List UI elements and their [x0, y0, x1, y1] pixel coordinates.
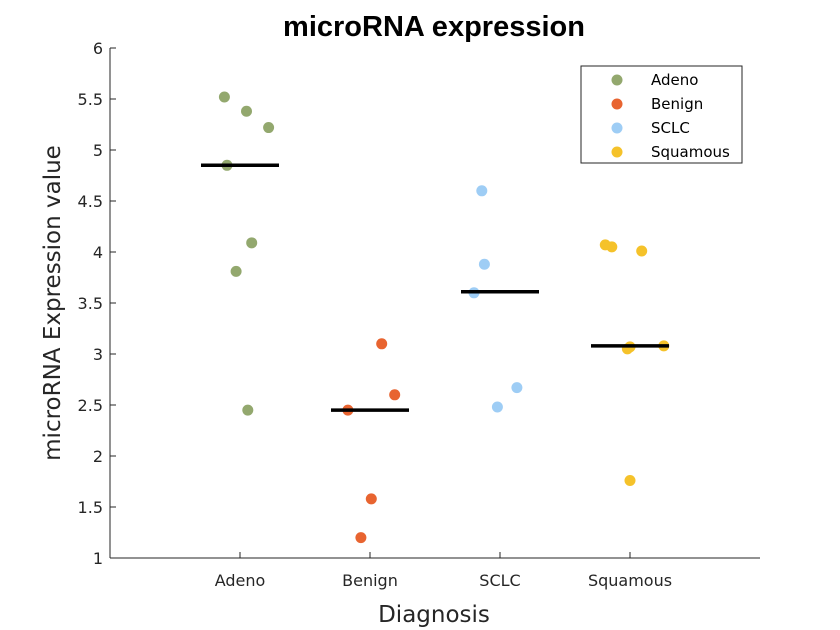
y-tick-label: 3.5: [78, 294, 103, 313]
y-tick-label: 2.5: [78, 396, 103, 415]
legend-marker: [611, 146, 623, 158]
legend-entry-label: SCLC: [651, 119, 690, 137]
x-tick-label: Adeno: [215, 571, 266, 590]
y-tick-label: 3: [93, 345, 103, 364]
ticks: 1 1.5 2 2.5 3 3.5 4 4.5 5 5.5 6 Adeno Benign SCLC Squa…: [78, 39, 673, 590]
legend-entry-label: Adeno: [651, 71, 698, 89]
legend: Adeno Benign SCLC Squamous: [580, 65, 743, 164]
data-point: [376, 338, 388, 350]
chart-title: microRNA expression: [283, 11, 585, 43]
data-point: [355, 532, 367, 544]
median-lines: [201, 163, 669, 412]
x-axis-label: Diagnosis: [378, 602, 490, 628]
x-tick-label: Squamous: [588, 571, 672, 590]
data-point: [636, 245, 648, 257]
legend-marker: [611, 98, 623, 110]
legend-entry-label: Benign: [651, 95, 703, 113]
legend-marker: [611, 74, 623, 86]
data-point: [218, 91, 230, 103]
y-tick-label: 1.5: [78, 498, 103, 517]
legend-entry-label: Squamous: [651, 143, 730, 161]
y-tick-label: 6: [93, 39, 103, 58]
data-point: [491, 401, 503, 413]
y-tick-label: 1: [93, 549, 103, 568]
data-point: [389, 389, 401, 401]
data-point: [476, 185, 488, 197]
y-tick-label: 5.5: [78, 90, 103, 109]
x-tick-label: Benign: [342, 571, 398, 590]
legend-marker: [611, 122, 623, 134]
data-point: [241, 105, 252, 117]
data-point: [242, 404, 254, 416]
data-point: [606, 241, 618, 253]
data-point: [230, 265, 242, 277]
y-tick-label: 5: [93, 141, 103, 160]
y-tick-label: 2: [93, 447, 103, 466]
data-point: [365, 493, 377, 505]
y-tick-label: 4: [93, 243, 103, 262]
legend-box: [580, 65, 743, 164]
data-point: [511, 382, 523, 394]
data-point: [624, 474, 636, 486]
x-tick-label: SCLC: [479, 571, 520, 590]
y-tick-label: 4.5: [78, 192, 103, 211]
data-point: [478, 258, 490, 270]
y-axis-label: microRNA Expression value: [40, 145, 66, 461]
data-point: [263, 122, 275, 134]
data-point: [246, 237, 258, 249]
